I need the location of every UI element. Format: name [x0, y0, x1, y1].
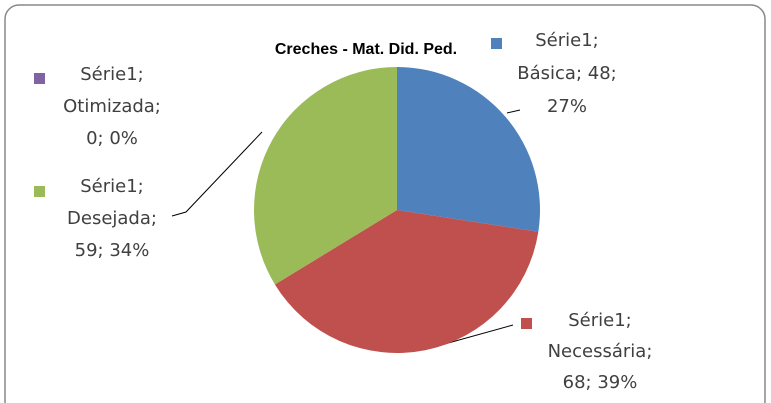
data-label: 68; 39% [563, 372, 638, 393]
data-label: Básica; 48; [517, 63, 616, 84]
data-label: Necessária; [548, 341, 653, 362]
data-label: Série1; [80, 64, 144, 85]
data-label: 59; 34% [75, 240, 150, 261]
legend-key [34, 186, 45, 197]
data-label: Série1; [568, 310, 632, 331]
data-label: Série1; [80, 176, 144, 197]
leader-line [171, 131, 263, 217]
pie-slice [253, 67, 397, 285]
legend-key [521, 318, 532, 329]
leader-line [506, 109, 521, 114]
data-label: Otimizada; [63, 96, 161, 117]
pie-slice [397, 67, 540, 232]
data-label: 0; 0% [86, 128, 138, 149]
pie-slice [274, 210, 539, 353]
data-label: 27% [547, 96, 587, 117]
data-label: Desejada; [67, 208, 157, 229]
chart-title: Creches - Mat. Did. Ped. [275, 41, 457, 58]
legend-key [34, 73, 45, 84]
data-label: Série1; [535, 30, 599, 51]
legend-key [491, 38, 502, 49]
